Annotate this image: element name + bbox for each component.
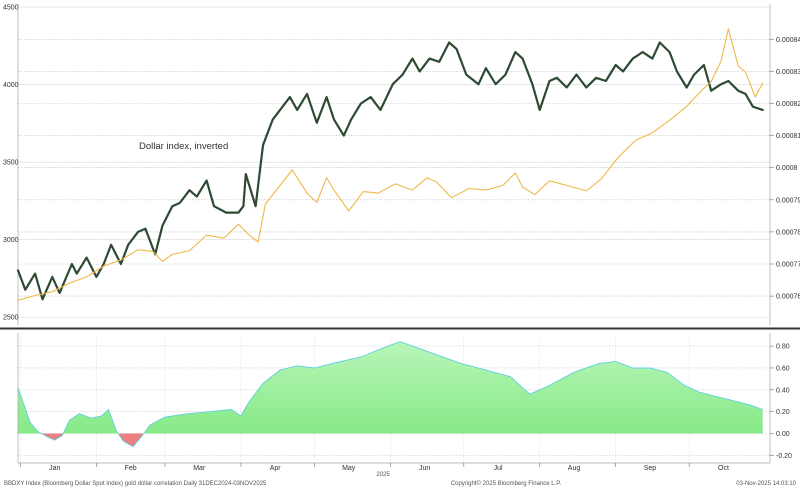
left-tick-label: 4500	[3, 5, 19, 12]
x-tick-label: Jul	[494, 465, 503, 472]
x-tick-label: Jun	[419, 465, 430, 472]
bottom-right-tick-label: 0.20	[776, 409, 790, 416]
bottom-right-tick-label: 0.00	[776, 431, 790, 438]
bottom-right-tick-label: -0.20	[776, 453, 792, 460]
right-tick-label: 0.00078	[776, 229, 800, 236]
left-tick-label: 3500	[3, 160, 19, 167]
x-tick-label: Apr	[270, 465, 282, 472]
right-tick-label: 0.00081	[776, 133, 800, 140]
correlation-outline	[17, 341, 763, 448]
footer-copyright: Copyright© 2025 Bloomberg Finance L.P.	[451, 480, 562, 487]
x-axis-year-label: 2025	[376, 472, 390, 478]
bottom-right-tick-label: 0.60	[776, 365, 790, 372]
right-tick-label: 0.0008	[776, 165, 798, 172]
right-tick-label: 0.00084	[776, 37, 800, 44]
top-panel-gridlines	[18, 6, 770, 318]
right-tick-label: 0.00082	[776, 101, 800, 108]
correlation-area	[17, 341, 763, 448]
bottom-panel-axes: -0.20 0.00 0.20 0.40 0.60 0.80	[0, 327, 800, 463]
left-tick-label: 3000	[3, 237, 19, 244]
x-tick-label: Feb	[125, 465, 137, 472]
left-tick-label: 2500	[3, 315, 19, 322]
right-tick-label: 0.00083	[776, 69, 800, 76]
bottom-right-tick-label: 0.80	[776, 344, 790, 351]
dollar-index-annotation: Dollar index, inverted	[139, 141, 228, 152]
x-tick-label: Aug	[568, 465, 581, 472]
x-tick-label: Oct	[718, 465, 729, 472]
x-axis: Jan Feb Mar Apr May Jun Jul Aug Sep Oct	[18, 462, 770, 472]
dollar-index-inverted-line	[16, 41, 764, 301]
gold-price-line	[17, 28, 764, 301]
right-tick-label: 0.00076	[776, 294, 800, 301]
footer-timestamp: 03-Nov-2025 14:03:10	[736, 481, 796, 487]
top-panel-series	[16, 28, 764, 301]
top-panel-axes: 2500 3000 3500 4000 4500 0.00076 0.00077 0.0007…	[3, 4, 800, 325]
x-tick-label: Jan	[49, 465, 60, 472]
footer-description: BBDXY Index (Bloomberg Dollar Spot Index…	[4, 481, 267, 487]
right-tick-label: 0.00079	[776, 197, 800, 204]
positive-correlation-area	[18, 341, 763, 434]
bottom-right-tick-label: 0.40	[776, 387, 790, 394]
x-tick-label: May	[342, 465, 356, 472]
x-tick-label: Mar	[193, 465, 206, 472]
right-tick-label: 0.00077	[776, 262, 800, 269]
x-tick-label: Sep	[644, 465, 657, 472]
negative-correlation-area	[41, 433, 144, 447]
left-tick-label: 4000	[3, 82, 19, 89]
